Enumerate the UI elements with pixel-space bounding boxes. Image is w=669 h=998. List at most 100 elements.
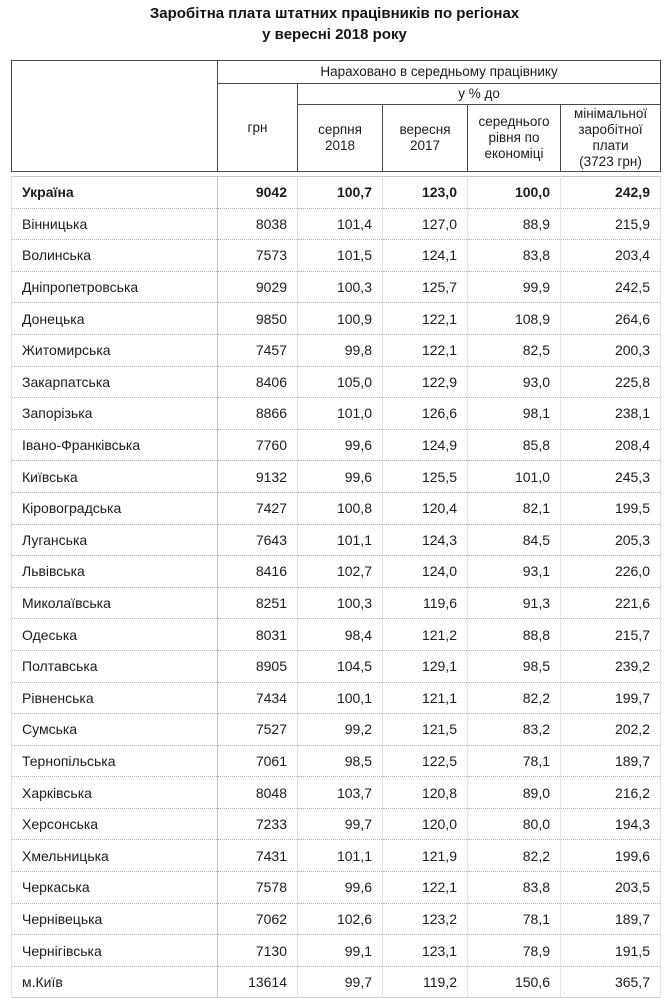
hrn-cell: 8905 <box>217 649 298 683</box>
pct-sep2017-cell: 126,6 <box>382 397 468 430</box>
pct-min-wage-cell: 264,6 <box>560 302 661 335</box>
hrn-cell: 9029 <box>217 270 298 304</box>
pct-avg-economy-cell: 91,3 <box>467 586 561 620</box>
table-row: Черкаська 7578 99,6 122,1 83,8 203,5 <box>11 871 661 904</box>
region-cell: Полтавська <box>11 649 218 683</box>
pct-min-wage-cell: 242,5 <box>560 270 661 304</box>
hrn-cell: 7062 <box>217 902 298 936</box>
min-wage-column-header: мінімальної заробітної плати (3723 грн) <box>559 104 662 172</box>
table-row: Івано-Франківська 7760 99,6 124,9 85,8 2… <box>11 428 661 462</box>
pct-avg-economy-cell: 93,1 <box>467 555 561 588</box>
region-cell: Херсонська <box>11 807 218 841</box>
pct-min-wage-cell: 208,4 <box>560 428 661 462</box>
pct-avg-economy-cell: 85,8 <box>467 428 561 462</box>
pct-sep2017-cell: 121,2 <box>382 618 468 651</box>
pct-aug2018-cell: 104,5 <box>297 649 383 683</box>
region-cell: Тернопільська <box>11 744 218 778</box>
pct-aug2018-cell: 101,1 <box>297 839 383 873</box>
pct-min-wage-cell: 199,6 <box>560 839 661 873</box>
pct-min-wage-cell: 226,0 <box>560 555 661 588</box>
pct-aug2018-cell: 101,5 <box>297 239 383 272</box>
pct-aug2018-cell: 98,5 <box>297 744 383 778</box>
pct-min-wage-cell: 203,4 <box>560 239 661 272</box>
table-row: Одеська 8031 98,4 121,2 88,8 215,7 <box>11 618 661 651</box>
pct-min-wage-cell: 239,2 <box>560 649 661 683</box>
pct-min-wage-cell: 215,7 <box>560 618 661 651</box>
region-cell: Миколаївська <box>11 586 218 620</box>
pct-sep2017-cell: 122,9 <box>382 365 468 399</box>
region-cell: Сумська <box>11 713 218 746</box>
group-column-header: Нараховано в середньому працівнику <box>216 60 662 84</box>
pct-sep2017-cell: 119,6 <box>382 586 468 620</box>
pct-min-wage-cell: 221,6 <box>560 586 661 620</box>
table-row: Херсонська 7233 99,7 120,0 80,0 194,3 <box>11 807 661 841</box>
pct-avg-economy-cell: 78,9 <box>467 934 561 967</box>
pct-avg-economy-cell: 108,9 <box>467 302 561 335</box>
pct-sep2017-cell: 127,0 <box>382 207 468 241</box>
pct-aug2018-cell: 100,3 <box>297 270 383 304</box>
pct-avg-economy-cell: 98,1 <box>467 397 561 430</box>
pct-sep2017-cell: 124,3 <box>382 523 468 557</box>
hrn-cell: 9042 <box>217 176 298 209</box>
pct-sep2017-cell: 129,1 <box>382 649 468 683</box>
pct-aug2018-cell: 99,1 <box>297 934 383 967</box>
hrn-cell: 7643 <box>217 523 298 557</box>
sep2017-column-header: вересня 2017 <box>382 104 468 172</box>
pct-min-wage-cell: 202,2 <box>560 713 661 746</box>
pct-avg-economy-cell: 82,2 <box>467 839 561 873</box>
table-row: Полтавська 8905 104,5 129,1 98,5 239,2 <box>11 649 661 683</box>
percent-group-header: у % до <box>296 83 662 105</box>
pct-aug2018-cell: 100,7 <box>297 176 383 209</box>
pct-sep2017-cell: 123,2 <box>382 902 468 936</box>
table-row: Тернопільська 7061 98,5 122,5 78,1 189,7 <box>11 744 661 778</box>
hrn-cell: 9132 <box>217 460 298 493</box>
table-row: Житомирська 7457 99,8 122,1 82,5 200,3 <box>11 333 661 367</box>
pct-aug2018-cell: 99,7 <box>297 807 383 841</box>
pct-sep2017-cell: 123,0 <box>382 176 468 209</box>
hrn-cell: 7130 <box>217 934 298 967</box>
pct-min-wage-cell: 200,3 <box>560 333 661 367</box>
region-cell: Чернігівська <box>11 934 218 967</box>
page-title-line2: у вересні 2018 року <box>262 26 407 43</box>
pct-sep2017-cell: 122,5 <box>382 744 468 778</box>
pct-min-wage-cell: 189,7 <box>560 902 661 936</box>
pct-sep2017-cell: 124,1 <box>382 239 468 272</box>
pct-min-wage-cell: 199,5 <box>560 491 661 525</box>
hrn-cell: 7061 <box>217 744 298 778</box>
table-row: Рівненська 7434 100,1 121,1 82,2 199,7 <box>11 681 661 715</box>
pct-avg-economy-cell: 83,8 <box>467 239 561 272</box>
region-cell: Чернівецька <box>11 902 218 936</box>
table-row: Кіровоградська 7427 100,8 120,4 82,1 199… <box>11 491 661 525</box>
region-cell: Волинська <box>11 239 218 272</box>
pct-min-wage-cell: 225,8 <box>560 365 661 399</box>
region-cell: Рівненська <box>11 681 218 715</box>
pct-aug2018-cell: 98,4 <box>297 618 383 651</box>
pct-avg-economy-cell: 89,0 <box>467 776 561 809</box>
pct-aug2018-cell: 100,8 <box>297 491 383 525</box>
pct-aug2018-cell: 101,4 <box>297 207 383 241</box>
pct-min-wage-cell: 245,3 <box>560 460 661 493</box>
pct-avg-economy-cell: 82,5 <box>467 333 561 367</box>
region-cell: Одеська <box>11 618 218 651</box>
header-row-percent: грн у % до <box>12 83 662 172</box>
pct-sep2017-cell: 123,1 <box>382 934 468 967</box>
pct-sep2017-cell: 122,1 <box>382 302 468 335</box>
hrn-cell: 8031 <box>217 618 298 651</box>
header-row-group: Нараховано в середньому працівнику <box>11 60 662 172</box>
pct-min-wage-cell: 216,2 <box>560 776 661 809</box>
pct-aug2018-cell: 102,7 <box>297 555 383 588</box>
pct-avg-economy-cell: 150,6 <box>467 965 561 998</box>
pct-sep2017-cell: 121,9 <box>382 839 468 873</box>
table-row: Чернівецька 7062 102,6 123,2 78,1 189,7 <box>11 902 661 936</box>
table-row: Донецька 9850 100,9 122,1 108,9 264,6 <box>11 302 661 335</box>
pct-min-wage-cell: 238,1 <box>560 397 661 430</box>
hrn-cell: 8406 <box>217 365 298 399</box>
pct-sep2017-cell: 125,5 <box>382 460 468 493</box>
table-row: Харківська 8048 103,7 120,8 89,0 216,2 <box>11 776 661 809</box>
hrn-cell: 7431 <box>217 839 298 873</box>
pct-aug2018-cell: 105,0 <box>297 365 383 399</box>
table-row: Закарпатська 8406 105,0 122,9 93,0 225,8 <box>11 365 661 399</box>
region-cell: Закарпатська <box>11 365 218 399</box>
table-row: Хмельницька 7431 101,1 121,9 82,2 199,6 <box>11 839 661 873</box>
hrn-cell: 7233 <box>217 807 298 841</box>
